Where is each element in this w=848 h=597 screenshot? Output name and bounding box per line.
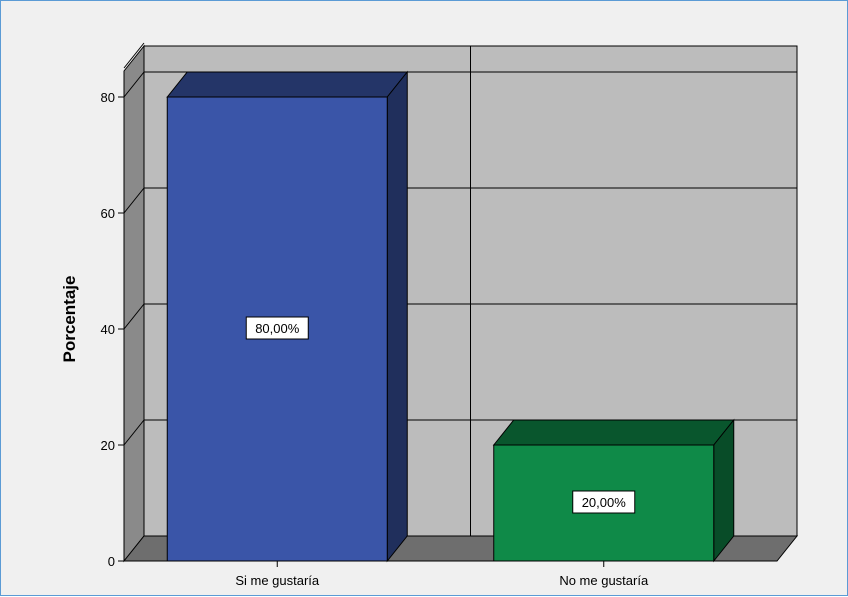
y-axis-title: Porcentaje	[60, 276, 79, 363]
bar-top-face	[492, 419, 735, 446]
gridline-side	[123, 187, 145, 214]
x-axis: Si me gustaría No me gustaría	[235, 561, 649, 588]
bar-0: 80,00%	[166, 70, 409, 563]
data-label-box	[572, 490, 636, 514]
data-label: 80,00%	[255, 321, 300, 336]
x-tick-label: No me gustaría	[559, 573, 649, 588]
y-tick-label: 0	[108, 554, 115, 569]
bar-side-face	[386, 70, 408, 563]
data-label: 20,00%	[582, 495, 627, 510]
y-tick-label: 40	[101, 322, 115, 337]
gridline-side	[123, 419, 145, 446]
plot-side-wall	[123, 44, 145, 563]
bar-top-face	[166, 71, 409, 98]
plot-top-side-edge	[123, 42, 145, 69]
gridline-side	[123, 71, 145, 98]
y-tick-label: 80	[101, 90, 115, 105]
y-axis: 0 20 40 60 80	[101, 71, 125, 569]
bar-1: 20,00%	[492, 418, 735, 563]
y-tick-label: 20	[101, 438, 115, 453]
data-label-box	[245, 316, 309, 340]
y-tick-label: 60	[101, 206, 115, 221]
gridline-side	[123, 303, 145, 330]
bar-side-face	[713, 418, 735, 563]
x-tick-label: Si me gustaría	[235, 573, 320, 588]
bars: 80,00% 20,00%	[166, 70, 735, 563]
